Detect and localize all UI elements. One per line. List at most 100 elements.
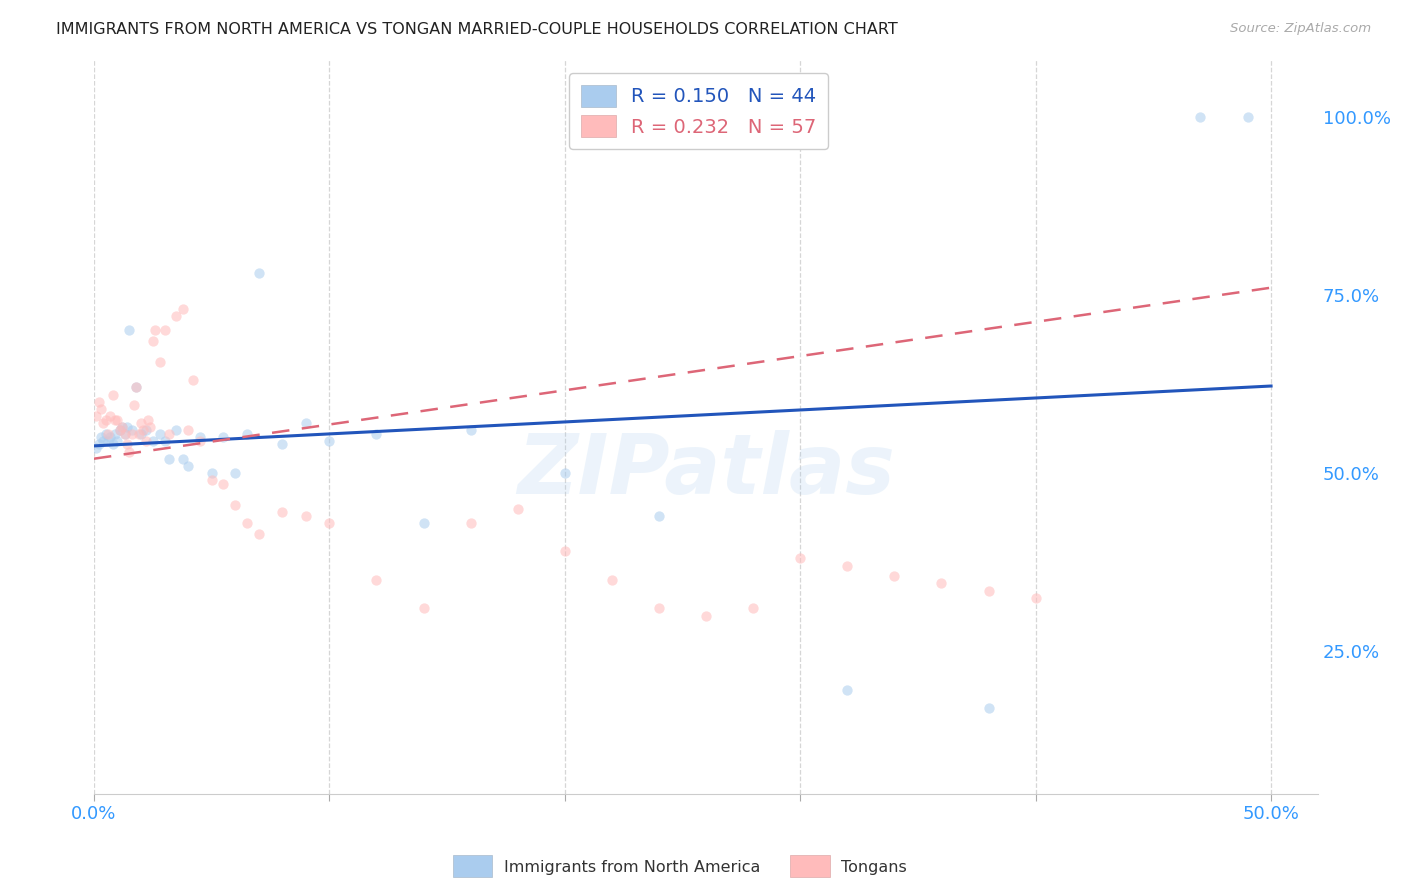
Point [84,409,107,423]
Point [94,426,117,441]
Point [1025,591,1047,605]
Point [129,426,152,441]
Point [128,426,150,441]
Point [135,423,157,437]
Point [101,387,124,401]
Point [100,430,122,444]
Point [412,516,434,530]
Point [115,437,138,451]
Text: Immigrants from North America: Immigrants from North America [503,860,761,874]
Point [111,419,134,434]
Point [87,437,110,451]
Point [742,601,765,615]
Point [201,466,224,480]
Point [695,608,717,623]
Point [837,683,859,698]
Point [93,416,115,430]
Point [201,473,224,487]
Point [412,601,434,615]
Point [132,423,155,437]
Point [295,508,318,523]
Point [107,434,129,448]
Point [100,409,122,423]
Point [153,323,176,337]
Point [125,380,148,394]
Point [1189,110,1212,124]
Point [104,426,127,441]
Text: ZIPatlas: ZIPatlas [517,430,896,511]
Point [977,701,1000,715]
Point [165,423,187,437]
Point [224,498,246,512]
Point [977,583,1000,598]
Point [460,516,482,530]
Point [108,423,131,437]
Point [143,323,166,337]
Legend: R = 0.150   N = 44, R = 0.232   N = 57: R = 0.150 N = 44, R = 0.232 N = 57 [569,73,828,149]
Point [97,434,120,448]
Point [157,451,180,466]
Point [224,466,246,480]
Point [90,430,112,444]
Point [93,434,115,448]
Point [165,309,187,323]
Point [506,501,529,516]
Point [90,401,112,416]
Point [271,505,294,519]
Point [554,544,576,558]
Point [318,516,340,530]
Point [188,430,211,444]
Point [101,437,124,451]
Point [129,416,152,430]
Point [247,267,270,281]
Point [295,416,318,430]
Point [139,419,162,434]
Point [177,458,200,473]
Point [460,423,482,437]
Point [600,573,623,587]
Point [114,426,136,441]
Point [94,412,117,426]
Point [931,576,953,591]
Point [554,466,576,480]
Point [122,398,145,412]
Point [789,551,811,566]
Point [648,601,671,615]
Point [837,558,859,573]
Point [121,426,143,441]
Point [136,412,159,426]
Point [172,301,194,316]
Text: IMMIGRANTS FROM NORTH AMERICA VS TONGAN MARRIED-COUPLE HOUSEHOLDS CORRELATION CH: IMMIGRANTS FROM NORTH AMERICA VS TONGAN … [56,22,898,37]
Point [366,426,388,441]
Point [121,423,143,437]
Point [181,373,204,387]
Point [177,423,200,437]
Point [172,451,194,466]
Point [87,394,110,409]
Point [107,412,129,426]
Point [149,355,172,369]
Point [236,426,259,441]
Point [212,476,235,491]
Point [118,323,141,337]
Point [212,430,235,444]
Point [114,426,136,441]
Point [142,434,165,448]
Point [883,569,905,583]
Point [157,426,180,441]
Point [118,444,141,458]
Text: Source: ZipAtlas.com: Source: ZipAtlas.com [1230,22,1371,36]
Point [188,434,211,448]
Point [115,419,138,434]
Point [366,573,388,587]
Point [135,434,157,448]
Point [318,434,340,448]
Point [125,380,148,394]
Point [111,419,134,434]
Point [648,508,671,523]
Point [84,441,107,455]
Point [149,426,172,441]
Point [153,434,176,448]
Point [271,437,294,451]
Point [1236,110,1258,124]
